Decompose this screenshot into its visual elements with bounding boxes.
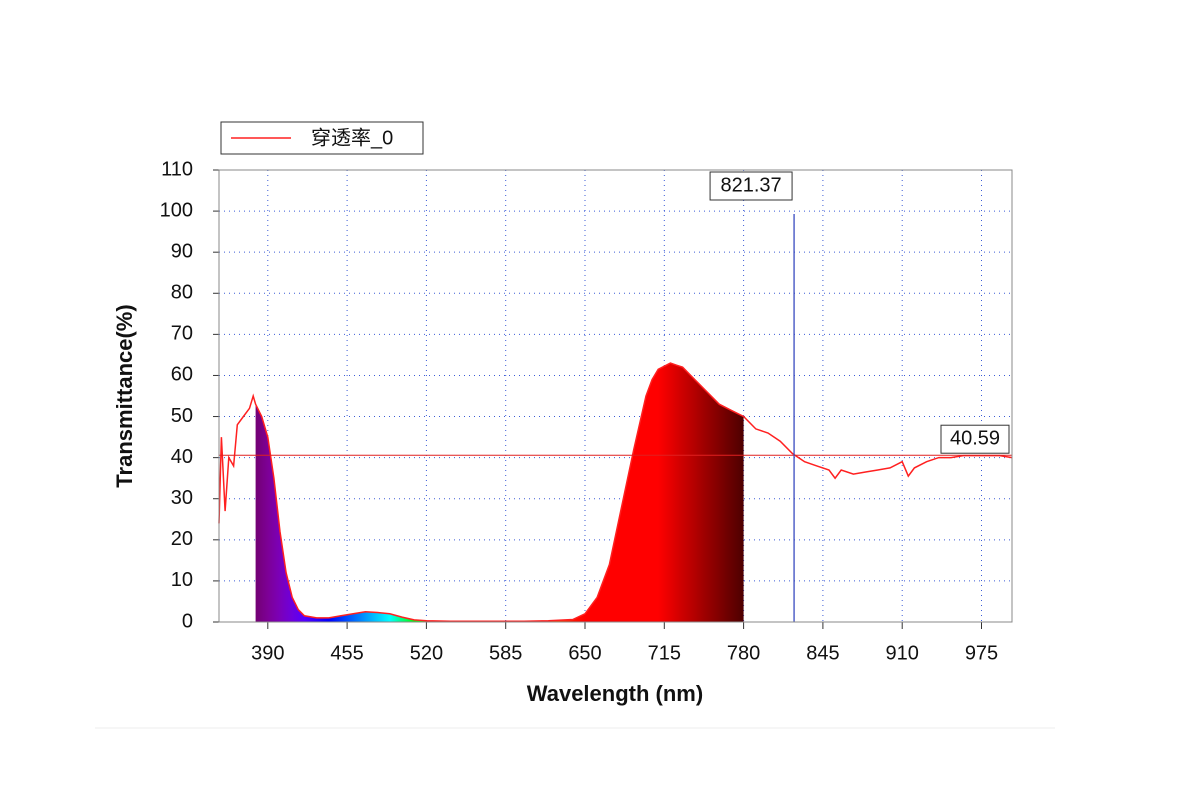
cursor-x-box	[709, 171, 793, 201]
y-tick-label: 70	[171, 323, 193, 345]
spectrum-fill	[255, 363, 744, 622]
x-tick-label: 520	[410, 642, 443, 664]
y-tick-label: 10	[171, 569, 193, 591]
cursor-y-label: 40.59	[950, 427, 1000, 449]
x-tick-label: 585	[489, 642, 522, 664]
y-tick-label: 110	[161, 158, 193, 180]
y-tick-label: 100	[160, 199, 193, 221]
y-axis-title: Transmittance(%)	[112, 304, 137, 487]
y-tick-label: 50	[171, 405, 193, 427]
y-tick-label: 80	[171, 282, 193, 304]
x-tick-label: 975	[965, 642, 998, 664]
x-tick-label: 455	[330, 642, 363, 664]
cursor-x-label: 821.37	[720, 174, 781, 196]
y-tick-label: 0	[182, 610, 193, 632]
plot-frame	[218, 169, 1013, 623]
x-tick-label: 780	[727, 642, 760, 664]
x-tick-label: 910	[886, 642, 919, 664]
y-tick-label: 40	[171, 446, 193, 468]
legend-label: 穿透率_0	[311, 126, 393, 149]
y-tick-label: 90	[171, 240, 193, 262]
cursor-y-box	[940, 424, 1010, 454]
x-tick-label: 715	[648, 642, 681, 664]
x-axis-title: Wavelength (nm)	[527, 681, 703, 706]
y-tick-label: 30	[171, 487, 193, 509]
x-tick-label: 650	[568, 642, 601, 664]
y-tick-label: 60	[171, 364, 193, 386]
x-tick-label: 390	[251, 642, 284, 664]
y-tick-label: 20	[171, 528, 193, 550]
x-tick-label: 845	[806, 642, 839, 664]
series-line	[218, 362, 1013, 622]
